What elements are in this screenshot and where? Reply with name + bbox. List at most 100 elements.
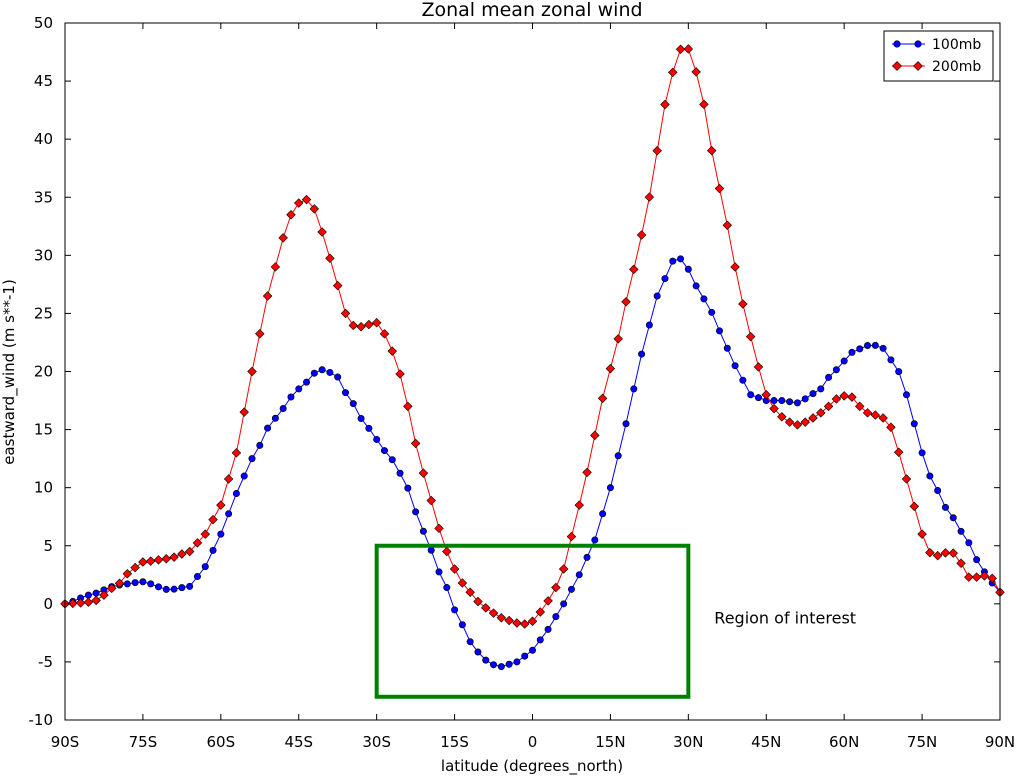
data-point-100mb bbox=[856, 345, 864, 353]
data-point-200mb bbox=[792, 420, 803, 430]
y-tick-label: 40 bbox=[34, 130, 53, 148]
data-point-200mb bbox=[971, 572, 982, 582]
data-point-100mb bbox=[451, 606, 459, 614]
data-point-200mb bbox=[699, 99, 709, 110]
legend-marker-100mb bbox=[914, 40, 922, 48]
data-point-100mb bbox=[92, 589, 100, 597]
data-point-200mb bbox=[597, 393, 608, 404]
y-tick-label: 20 bbox=[34, 363, 53, 381]
data-point-200mb bbox=[239, 407, 249, 417]
data-point-200mb bbox=[130, 562, 140, 573]
data-point-200mb bbox=[504, 615, 514, 626]
data-point-200mb bbox=[956, 558, 966, 568]
data-point-200mb bbox=[668, 67, 678, 78]
data-point-200mb bbox=[340, 308, 351, 319]
data-point-100mb bbox=[147, 580, 155, 588]
x-tick-label: 15S bbox=[440, 733, 469, 751]
data-point-200mb bbox=[301, 194, 312, 205]
data-point-100mb bbox=[778, 397, 786, 405]
x-axis-title: latitude (degrees_north) bbox=[441, 757, 623, 776]
data-point-200mb bbox=[184, 546, 195, 557]
data-point-200mb bbox=[925, 547, 935, 558]
data-point-200mb bbox=[442, 546, 452, 557]
data-point-200mb bbox=[590, 430, 600, 441]
legend-marker-200mb bbox=[913, 61, 923, 71]
data-point-100mb bbox=[427, 546, 435, 554]
data-point-100mb bbox=[832, 366, 840, 374]
data-point-200mb bbox=[83, 597, 94, 607]
data-point-100mb bbox=[357, 415, 365, 423]
data-point-200mb bbox=[465, 587, 475, 597]
data-point-100mb bbox=[536, 636, 544, 644]
x-tick-label: 75S bbox=[129, 733, 158, 751]
data-point-200mb bbox=[418, 468, 429, 478]
legend-marker-200mb bbox=[892, 61, 902, 71]
data-point-200mb bbox=[364, 319, 374, 330]
legend: 100mb 200mb bbox=[883, 30, 994, 82]
data-point-100mb bbox=[466, 638, 474, 646]
data-point-100mb bbox=[638, 350, 646, 358]
data-point-200mb bbox=[893, 447, 904, 457]
data-point-200mb bbox=[488, 608, 499, 618]
x-tick-label: 90N bbox=[985, 733, 1015, 751]
data-point-100mb bbox=[287, 393, 295, 401]
data-point-200mb bbox=[816, 408, 826, 418]
data-point-100mb bbox=[560, 600, 568, 608]
data-point-200mb bbox=[294, 198, 304, 208]
data-point-100mb bbox=[170, 585, 178, 593]
data-point-200mb bbox=[278, 233, 288, 243]
data-point-200mb bbox=[496, 613, 507, 623]
data-point-100mb bbox=[209, 546, 217, 554]
data-point-100mb bbox=[941, 503, 949, 511]
x-tick-label: 30N bbox=[673, 733, 703, 751]
y-tick-label: 50 bbox=[34, 14, 53, 32]
x-tick-label: 90S bbox=[51, 733, 80, 751]
data-point-100mb bbox=[443, 584, 451, 592]
y-axis-title: eastward_wind (m s**-1) bbox=[0, 279, 19, 465]
data-point-100mb bbox=[404, 484, 412, 492]
data-point-200mb bbox=[582, 467, 592, 478]
data-point-200mb bbox=[948, 548, 958, 558]
data-point-200mb bbox=[644, 192, 655, 202]
y-tick-label: 0 bbox=[43, 595, 53, 613]
data-point-200mb bbox=[566, 531, 577, 542]
data-point-200mb bbox=[722, 220, 733, 231]
plot-area bbox=[65, 23, 1000, 720]
data-point-100mb bbox=[848, 348, 856, 356]
data-point-200mb bbox=[839, 391, 849, 401]
data-point-100mb bbox=[871, 341, 879, 349]
data-point-200mb bbox=[371, 317, 382, 328]
data-point-100mb bbox=[606, 484, 614, 492]
data-point-200mb bbox=[270, 262, 281, 272]
data-point-200mb bbox=[621, 297, 631, 307]
x-tick-label: 60S bbox=[207, 733, 236, 751]
y-tick-label: 15 bbox=[34, 421, 53, 439]
data-point-100mb bbox=[490, 661, 498, 669]
data-point-200mb bbox=[613, 334, 623, 344]
data-point-100mb bbox=[770, 397, 778, 405]
data-point-100mb bbox=[513, 658, 521, 666]
data-point-200mb bbox=[75, 598, 86, 608]
data-point-100mb bbox=[264, 424, 272, 432]
y-tick-label: -5 bbox=[38, 653, 53, 671]
data-point-100mb bbox=[123, 580, 131, 588]
data-point-100mb bbox=[326, 368, 334, 376]
data-point-200mb bbox=[473, 596, 483, 607]
data-point-100mb bbox=[552, 613, 560, 621]
data-point-200mb bbox=[153, 555, 164, 565]
data-point-200mb bbox=[660, 99, 670, 110]
data-point-100mb bbox=[653, 292, 661, 300]
data-point-100mb bbox=[349, 400, 357, 408]
data-point-100mb bbox=[279, 404, 287, 412]
data-point-200mb bbox=[777, 412, 787, 422]
data-point-100mb bbox=[318, 366, 326, 374]
data-point-100mb bbox=[840, 357, 848, 365]
data-point-100mb bbox=[271, 414, 279, 422]
data-point-100mb bbox=[793, 399, 801, 407]
data-point-200mb bbox=[714, 183, 725, 194]
data-point-100mb bbox=[661, 275, 669, 283]
data-point-100mb bbox=[544, 625, 552, 633]
data-point-200mb bbox=[138, 557, 148, 567]
data-point-100mb bbox=[84, 591, 92, 599]
data-point-200mb bbox=[932, 550, 943, 561]
